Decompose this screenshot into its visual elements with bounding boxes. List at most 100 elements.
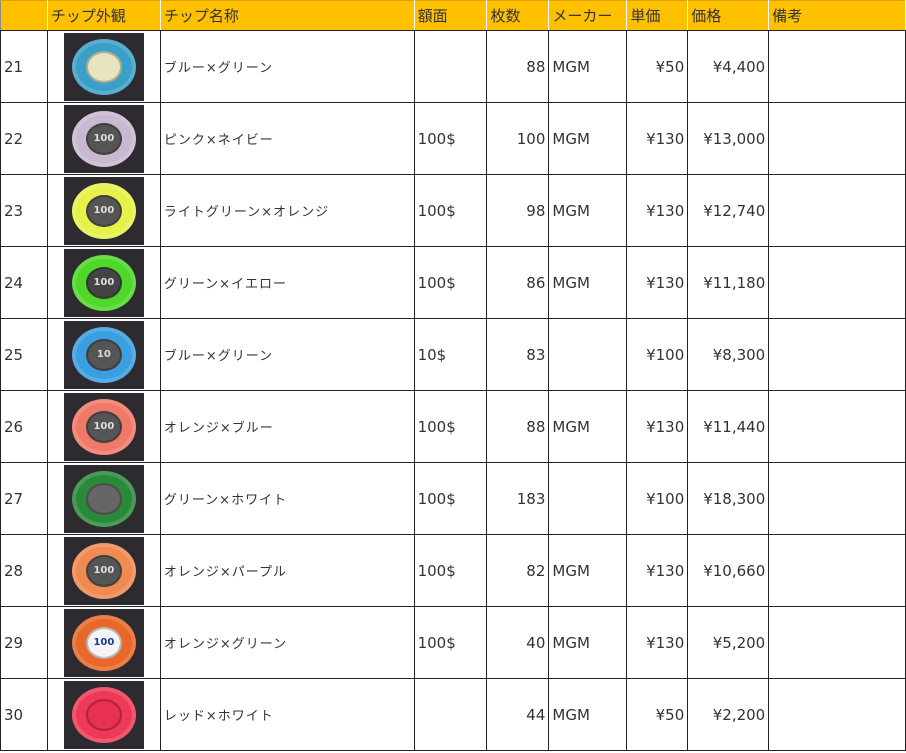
chip-image[interactable]: 100: [46, 102, 161, 175]
header-face-value[interactable]: 額面: [413, 0, 488, 31]
price-cell[interactable]: ¥11,440: [687, 390, 770, 463]
maker-cell[interactable]: MGM: [548, 534, 628, 607]
price-cell[interactable]: ¥8,300: [687, 318, 770, 391]
maker-cell[interactable]: MGM: [548, 102, 628, 175]
face-value-cell[interactable]: 100$: [413, 462, 488, 535]
price-cell[interactable]: ¥13,000: [687, 102, 770, 175]
price-cell[interactable]: ¥10,660: [687, 534, 770, 607]
header-name[interactable]: チップ名称: [159, 0, 415, 31]
maker-cell[interactable]: MGM: [548, 606, 628, 679]
row-number[interactable]: 26: [0, 390, 48, 463]
face-value-cell[interactable]: 100$: [413, 534, 488, 607]
row-number[interactable]: 30: [0, 678, 48, 751]
chip-name-cell[interactable]: グリーン×イエロー: [159, 246, 415, 319]
maker-cell[interactable]: [548, 462, 628, 535]
chip-name-cell[interactable]: オレンジ×グリーン: [159, 606, 415, 679]
header-price[interactable]: 価格: [687, 0, 770, 31]
price-cell[interactable]: ¥11,180: [687, 246, 770, 319]
unit-price-cell[interactable]: ¥50: [626, 30, 689, 103]
notes-cell[interactable]: [768, 246, 906, 319]
row-number[interactable]: 21: [0, 30, 48, 103]
header-unit-price[interactable]: 単価: [626, 0, 689, 31]
header-maker[interactable]: メーカー: [548, 0, 628, 31]
header-appearance[interactable]: チップ外観: [46, 0, 161, 31]
count-cell[interactable]: 100: [486, 102, 550, 175]
chip-image[interactable]: [46, 30, 161, 103]
row-number[interactable]: 29: [0, 606, 48, 679]
unit-price-cell[interactable]: ¥130: [626, 606, 689, 679]
count-cell[interactable]: 88: [486, 30, 550, 103]
face-value-cell[interactable]: 100$: [413, 174, 488, 247]
count-cell[interactable]: 82: [486, 534, 550, 607]
chip-name-cell[interactable]: オレンジ×ブルー: [159, 390, 415, 463]
corner[interactable]: [0, 0, 48, 31]
chip-image[interactable]: 100: [46, 390, 161, 463]
chip-image[interactable]: 100: [46, 246, 161, 319]
face-value-cell[interactable]: 100$: [413, 102, 488, 175]
unit-price-cell[interactable]: ¥130: [626, 390, 689, 463]
chip-name-cell[interactable]: レッド×ホワイト: [159, 678, 415, 751]
price-cell[interactable]: ¥2,200: [687, 678, 770, 751]
maker-cell[interactable]: MGM: [548, 390, 628, 463]
row-number[interactable]: 23: [0, 174, 48, 247]
notes-cell[interactable]: [768, 30, 906, 103]
chip-image[interactable]: 100: [46, 174, 161, 247]
notes-cell[interactable]: [768, 390, 906, 463]
row-number[interactable]: 24: [0, 246, 48, 319]
price-cell[interactable]: ¥12,740: [687, 174, 770, 247]
unit-price-cell[interactable]: ¥130: [626, 534, 689, 607]
row-number[interactable]: 27: [0, 462, 48, 535]
row-number[interactable]: 25: [0, 318, 48, 391]
chip-name-cell[interactable]: ブルー×グリーン: [159, 318, 415, 391]
count-cell[interactable]: 83: [486, 318, 550, 391]
count-cell[interactable]: 98: [486, 174, 550, 247]
maker-cell[interactable]: MGM: [548, 246, 628, 319]
face-value-cell[interactable]: 100$: [413, 390, 488, 463]
unit-price-cell[interactable]: ¥100: [626, 462, 689, 535]
unit-price-cell[interactable]: ¥50: [626, 678, 689, 751]
chip-image[interactable]: 100: [46, 534, 161, 607]
chip-name-cell[interactable]: ピンク×ネイビー: [159, 102, 415, 175]
face-value-cell[interactable]: [413, 30, 488, 103]
chip-image[interactable]: [46, 678, 161, 751]
notes-cell[interactable]: [768, 678, 906, 751]
chip-name-cell[interactable]: オレンジ×パープル: [159, 534, 415, 607]
count-cell[interactable]: 86: [486, 246, 550, 319]
face-value-cell[interactable]: 10$: [413, 318, 488, 391]
chip-name-cell[interactable]: グリーン×ホワイト: [159, 462, 415, 535]
header-notes[interactable]: 備考: [768, 0, 906, 31]
count-cell[interactable]: 40: [486, 606, 550, 679]
unit-price-cell[interactable]: ¥130: [626, 174, 689, 247]
chip-name-cell[interactable]: ライトグリーン×オレンジ: [159, 174, 415, 247]
count-cell[interactable]: 44: [486, 678, 550, 751]
header-count[interactable]: 枚数: [486, 0, 550, 31]
count-cell[interactable]: 183: [486, 462, 550, 535]
chip-photo: [63, 32, 144, 101]
price-cell[interactable]: ¥4,400: [687, 30, 770, 103]
count-cell[interactable]: 88: [486, 390, 550, 463]
row-number[interactable]: 28: [0, 534, 48, 607]
chip-image[interactable]: 10: [46, 318, 161, 391]
notes-cell[interactable]: [768, 606, 906, 679]
notes-cell[interactable]: [768, 534, 906, 607]
price-cell[interactable]: ¥18,300: [687, 462, 770, 535]
notes-cell[interactable]: [768, 102, 906, 175]
maker-cell[interactable]: [548, 318, 628, 391]
chip-name-cell[interactable]: ブルー×グリーン: [159, 30, 415, 103]
maker-cell[interactable]: MGM: [548, 678, 628, 751]
face-value-cell[interactable]: [413, 678, 488, 751]
face-value-cell[interactable]: 100$: [413, 246, 488, 319]
maker-cell[interactable]: MGM: [548, 30, 628, 103]
notes-cell[interactable]: [768, 462, 906, 535]
row-number[interactable]: 22: [0, 102, 48, 175]
unit-price-cell[interactable]: ¥130: [626, 102, 689, 175]
maker-cell[interactable]: MGM: [548, 174, 628, 247]
unit-price-cell[interactable]: ¥100: [626, 318, 689, 391]
face-value-cell[interactable]: 100$: [413, 606, 488, 679]
price-cell[interactable]: ¥5,200: [687, 606, 770, 679]
notes-cell[interactable]: [768, 174, 906, 247]
chip-image[interactable]: 100: [46, 606, 161, 679]
unit-price-cell[interactable]: ¥130: [626, 246, 689, 319]
chip-image[interactable]: [46, 462, 161, 535]
notes-cell[interactable]: [768, 318, 906, 391]
